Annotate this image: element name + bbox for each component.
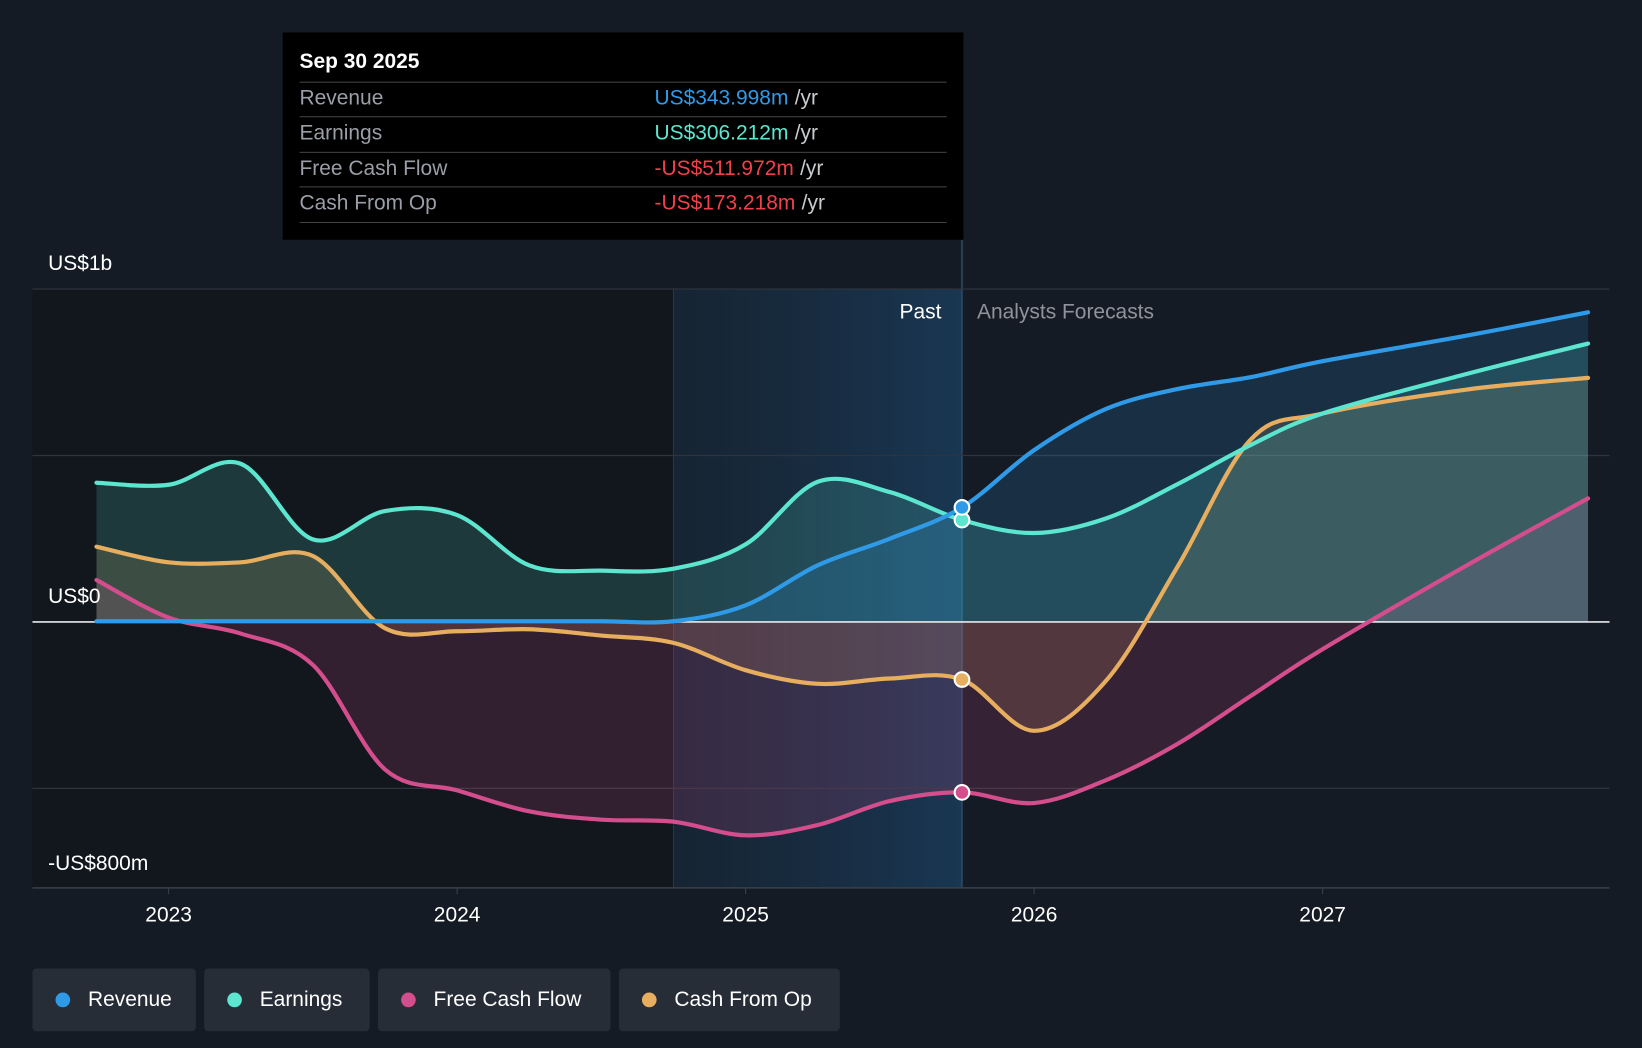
tooltip-divider [299, 221, 947, 224]
area-revenue [96, 312, 1589, 623]
tooltip-value: -US$173.218m [654, 191, 796, 215]
line-earnings [94, 341, 1591, 574]
cfo-dot-icon [641, 992, 657, 1008]
y-label-top: US$1b [48, 252, 113, 276]
tooltip-label: Revenue [299, 86, 384, 110]
tooltip-unit: /yr [801, 191, 825, 215]
y-label-zero: US$0 [48, 585, 101, 609]
area-free-cash-flow [96, 498, 1589, 836]
line-revenue [94, 310, 1591, 625]
legend-cash-from-op[interactable]: Cash From Op [618, 968, 840, 1032]
past-label: Past [899, 300, 942, 324]
line-cash-from-op [94, 375, 1591, 733]
area-cash-from-op [96, 377, 1589, 731]
marker-revenue [953, 499, 971, 516]
legend-revenue[interactable]: Revenue [32, 968, 196, 1032]
x-tick-label: 2023 [145, 903, 192, 926]
tooltip-label: Cash From Op [299, 191, 437, 215]
x-tick-label: 2024 [434, 903, 481, 926]
legend-free-cash-flow[interactable]: Free Cash Flow [378, 968, 611, 1032]
tooltip-row-earnings: Earnings US$306.212m/yr [299, 116, 947, 152]
x-tick-label: 2025 [722, 903, 769, 926]
tooltip: Sep 30 2025 Revenue US$343.998m/yr Earnin… [282, 32, 964, 240]
tooltip-value: US$306.212m [654, 121, 789, 145]
tooltip-unit: /yr [800, 157, 824, 181]
marker-cash-from-op [953, 671, 971, 688]
area-earnings [96, 343, 1589, 622]
marker-free-cash-flow [953, 784, 971, 801]
tooltip-row-revenue: Revenue US$343.998m/yr [299, 81, 947, 118]
tooltip-value: -US$511.972m [654, 157, 794, 181]
tooltip-row-cfo: Cash From Op -US$173.218m/yr [299, 186, 947, 222]
fcf-dot-icon [401, 992, 416, 1008]
tooltip-date: Sep 30 2025 [299, 50, 420, 74]
tooltip-unit: /yr [794, 121, 818, 145]
tooltip-value: US$343.998m [654, 86, 789, 110]
legend-label: Earnings [259, 987, 343, 1011]
legend-label: Cash From Op [674, 987, 812, 1011]
tooltip-unit: /yr [794, 86, 818, 110]
earnings-dot-icon [227, 992, 242, 1008]
tooltip-label: Earnings [299, 121, 383, 145]
legend-label: Free Cash Flow [433, 987, 582, 1011]
y-label-bottom: -US$800m [48, 852, 149, 876]
x-tick-label: 2026 [1011, 903, 1058, 926]
legend-earnings[interactable]: Earnings [204, 968, 370, 1032]
tooltip-label: Free Cash Flow [299, 157, 448, 181]
legend-label: Revenue [87, 987, 172, 1011]
x-tick-label: 2027 [1299, 903, 1346, 926]
forecast-label: Analysts Forecasts [977, 300, 1154, 324]
line-free-cash-flow [94, 496, 1591, 838]
tooltip-row-fcf: Free Cash Flow -US$511.972m/yr [299, 151, 947, 188]
revenue-dot-icon [55, 992, 71, 1008]
